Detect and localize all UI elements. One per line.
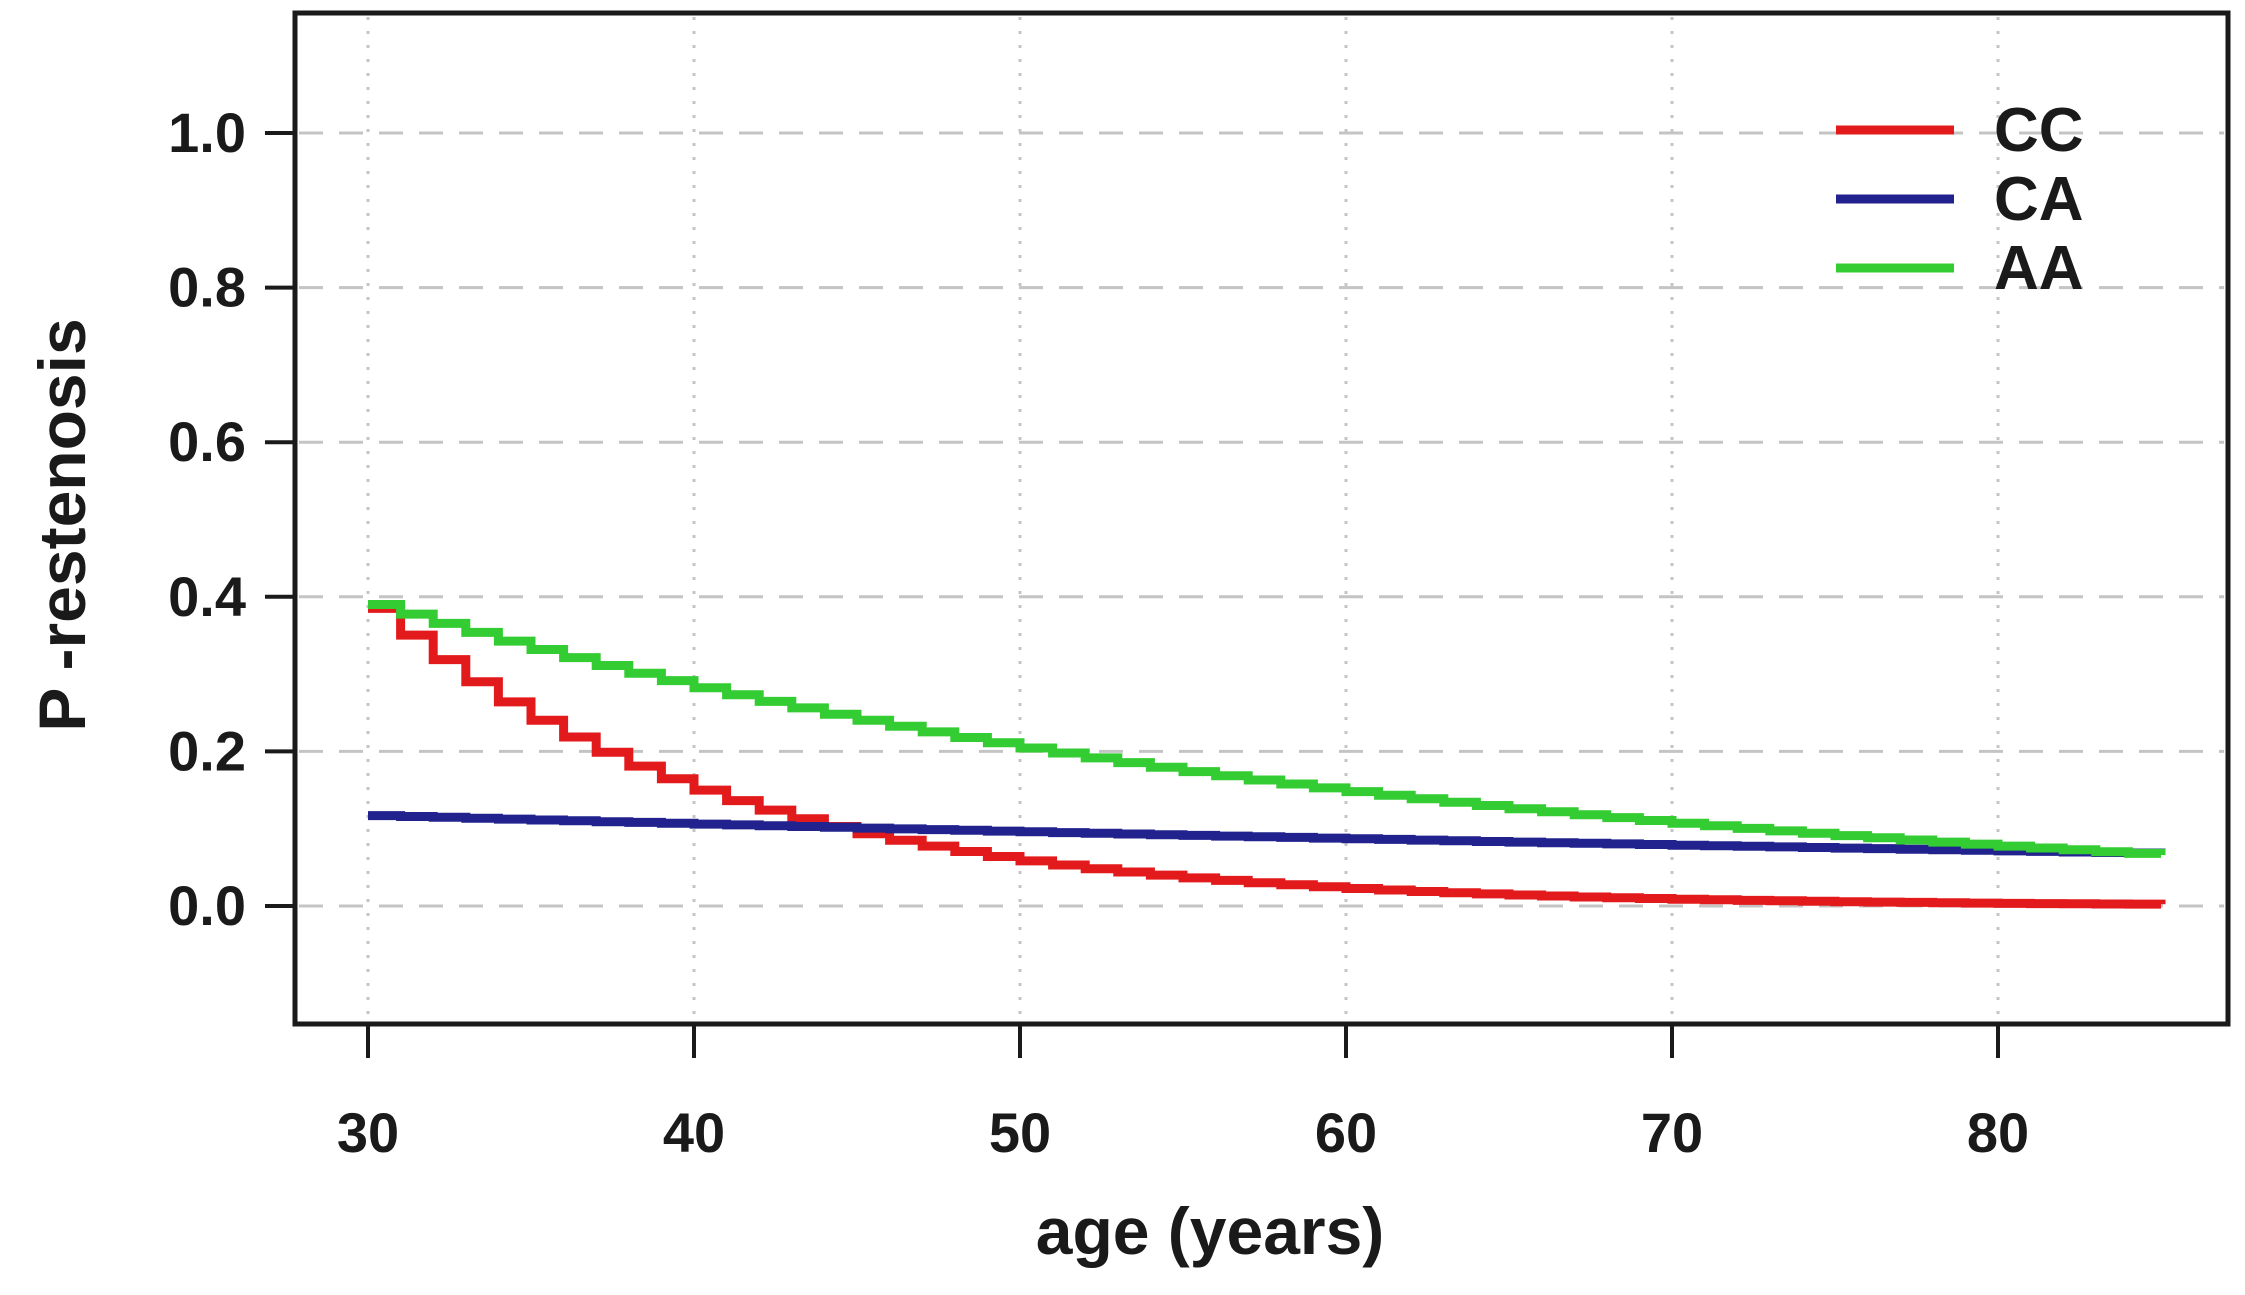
y-axis-title: P -restenosis — [25, 318, 99, 731]
x-tick-label: 80 — [1967, 1101, 2029, 1164]
y-tick-label: 1.0 — [168, 101, 246, 164]
x-tick-label: 30 — [337, 1101, 399, 1164]
legend-label-CA: CA — [1994, 165, 2084, 234]
y-tick-label: 0.8 — [168, 256, 246, 319]
x-tick-label: 70 — [1641, 1101, 1703, 1164]
legend-label-CC: CC — [1994, 96, 2084, 165]
y-tick-label: 0.2 — [168, 719, 246, 782]
y-tick-label: 0.0 — [168, 874, 246, 937]
x-tick-label: 40 — [663, 1101, 725, 1164]
x-tick-label: 60 — [1315, 1101, 1377, 1164]
series-line-CA — [368, 811, 2166, 858]
legend-label-AA: AA — [1994, 234, 2084, 303]
x-axis-title: age (years) — [1036, 1194, 1385, 1268]
series-line-AA — [368, 600, 2166, 858]
plot-border — [292, 10, 2231, 1027]
series-line-CC — [368, 603, 2166, 909]
y-tick-label: 0.4 — [168, 565, 246, 628]
y-tick-label: 0.6 — [168, 410, 246, 473]
x-tick-label: 50 — [989, 1101, 1051, 1164]
